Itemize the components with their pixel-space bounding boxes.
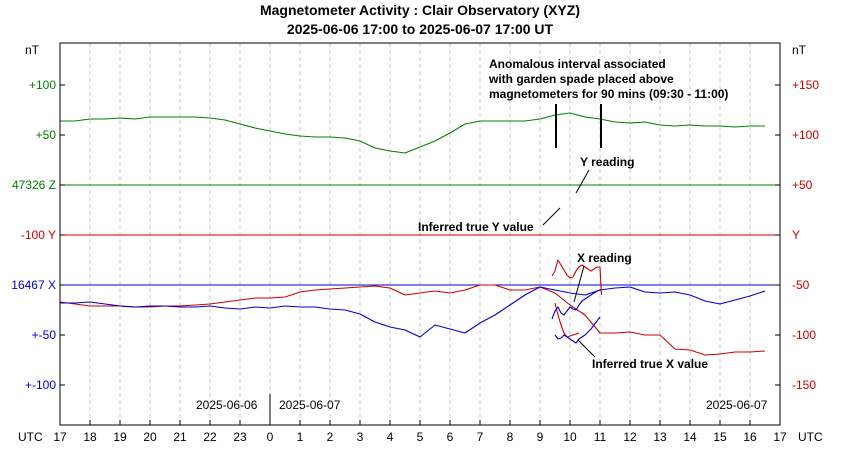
series-line-y-spike <box>551 259 603 296</box>
right-unit-label: nT <box>792 43 807 57</box>
series-line-z <box>60 112 765 154</box>
vertical-gridlines <box>89 43 751 425</box>
baselines <box>60 184 780 286</box>
date-label-day2: 2025-06-07 <box>279 398 341 412</box>
x-tick-label: 21 <box>173 430 187 444</box>
x-tick-label: 10 <box>563 430 577 444</box>
x-tick-label: 19 <box>113 430 127 444</box>
right-tick-label: Y <box>792 228 800 242</box>
left-unit-label: nT <box>25 43 40 57</box>
x-axis: 17 18 19 20 21 22 23 0 1 2 3 4 5 6 7 8 9 10 11 12 13 14 15 16 17 <box>53 420 787 444</box>
spade-note-line-1: Anomalous interval associated <box>489 57 666 71</box>
x-tick-label: 5 <box>417 430 424 444</box>
x-tick-label: 9 <box>537 430 544 444</box>
spade-note-line-2: with garden spade placed above <box>488 72 674 86</box>
series-line-x-true <box>554 316 601 344</box>
x-tick-label: 2 <box>327 430 334 444</box>
y-true-pointer <box>542 207 561 226</box>
x-tick-label: 12 <box>623 430 637 444</box>
x-tick-label: 22 <box>203 430 217 444</box>
x-tick-label: 6 <box>447 430 454 444</box>
left-tick-label: -100 Y <box>21 228 56 242</box>
left-tick-label: +50 <box>36 128 57 142</box>
y-reading-pointer <box>575 169 590 194</box>
right-tick-label: +150 <box>792 78 819 92</box>
data-series <box>59 112 766 356</box>
chart-subtitle: 2025-06-06 17:00 to 2025-06-07 17:00 UT <box>287 21 554 37</box>
left-axis: +100 +50 47326 Z -100 Y 16467 X +-50 +-100 <box>11 78 65 392</box>
y-reading-label: Y reading <box>580 155 634 169</box>
right-tick-label: -150 <box>792 378 816 392</box>
x-tick-label: 4 <box>387 430 394 444</box>
x-tick-label: 0 <box>267 430 274 444</box>
right-tick-label: +50 <box>792 178 813 192</box>
x-tick-label: 7 <box>477 430 484 444</box>
y-true-label: Inferred true Y value <box>418 220 534 234</box>
x-reading-pointer <box>573 265 585 303</box>
left-tick-label: 47326 Z <box>12 178 56 192</box>
right-tick-label: +100 <box>792 128 819 142</box>
left-tick-label: 16467 X <box>11 278 56 292</box>
x-tick-label: 18 <box>83 430 97 444</box>
right-tick-label: -50 <box>792 278 810 292</box>
x-true-pointer <box>577 339 596 358</box>
x-true-label: Inferred true X value <box>592 357 708 371</box>
series-line-x-spike <box>551 289 601 320</box>
series-line-y <box>59 284 766 356</box>
right-tick-label: -100 <box>792 328 816 342</box>
x-reading-label: X reading <box>577 251 632 265</box>
x-tick-label: 16 <box>743 430 757 444</box>
left-tick-label: +-50 <box>32 328 57 342</box>
x-tick-label: 17 <box>53 430 67 444</box>
right-axis: +150 +100 +50 Y -50 -100 -150 <box>775 78 819 392</box>
left-tick-label: +100 <box>29 78 56 92</box>
x-tick-label: 23 <box>233 430 247 444</box>
date-label-start: 2025-06-06 <box>196 398 258 412</box>
x-tick-label: 14 <box>683 430 697 444</box>
x-tick-label: 13 <box>653 430 667 444</box>
x-axis-label-left: UTC <box>18 430 43 444</box>
chart-title: Magnetometer Activity : Clair Observator… <box>260 2 580 18</box>
x-axis-label-right: UTC <box>798 430 823 444</box>
spade-note-line-3: magnetometers for 90 mins (09:30 - 11:00… <box>489 87 728 101</box>
x-tick-label: 20 <box>143 430 157 444</box>
left-tick-label: +-100 <box>25 378 56 392</box>
x-tick-label: 8 <box>507 430 514 444</box>
x-tick-label: 17 <box>773 430 787 444</box>
date-label-end: 2025-06-07 <box>706 398 768 412</box>
x-tick-label: 15 <box>713 430 727 444</box>
x-tick-label: 1 <box>297 430 304 444</box>
series-line-x <box>60 286 766 338</box>
x-tick-label: 3 <box>357 430 364 444</box>
x-tick-label: 11 <box>594 430 607 444</box>
